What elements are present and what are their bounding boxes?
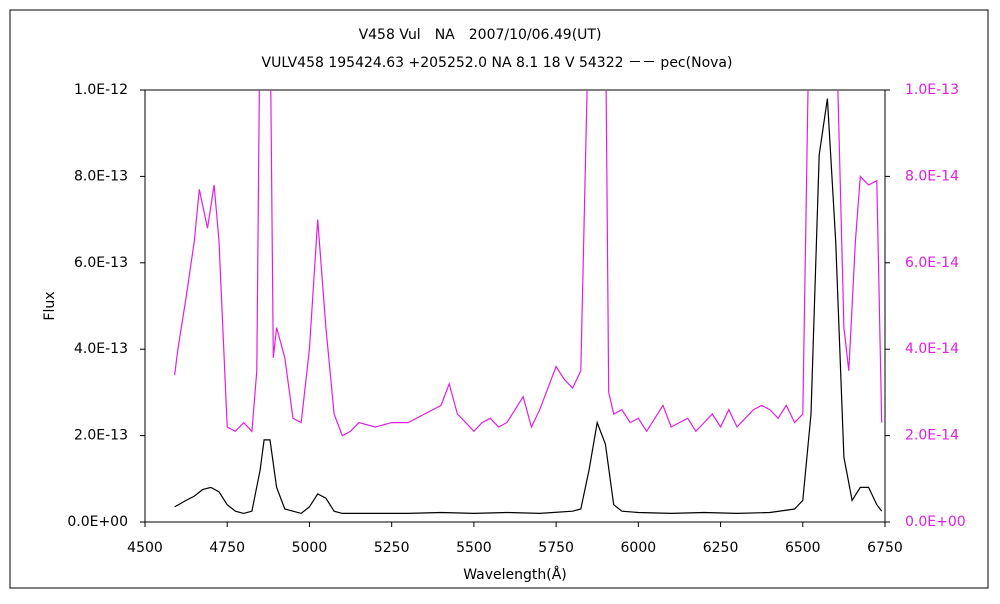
x-tick-label: 5000 <box>292 540 328 556</box>
y2-tick-label: 0.0E+00 <box>905 514 966 530</box>
y-tick-label: 0.0E+00 <box>67 514 128 530</box>
y2-tick-label: 1.0E-13 <box>905 82 959 98</box>
chart-title: V458 Vul NA 2007/10/06.49(UT) <box>359 27 602 43</box>
x-tick-label: 5250 <box>374 540 410 556</box>
x-tick-label: 6000 <box>621 540 657 556</box>
x-tick-label: 6500 <box>785 540 821 556</box>
y2-tick-label: 2.0E-14 <box>905 428 959 444</box>
y2-tick-label: 8.0E-14 <box>905 168 959 184</box>
y-axis-label: Flux <box>42 291 58 320</box>
frame <box>9 9 989 589</box>
y-tick-label: 2.0E-13 <box>74 428 128 444</box>
y2-tick-label: 6.0E-14 <box>905 255 959 271</box>
y2-tick-label: 4.0E-14 <box>905 341 959 357</box>
chart-subtitle: VULV458 195424.63 +205252.0 NA 8.1 18 V … <box>262 55 733 71</box>
lines <box>174 90 883 515</box>
x-tick-label: 4500 <box>127 540 163 556</box>
x-tick-label: 4750 <box>209 540 245 556</box>
x-tick-label: 5750 <box>538 540 574 556</box>
x-tick-label: 5500 <box>456 540 492 556</box>
y-tick-label: 8.0E-13 <box>74 168 128 184</box>
x-tick-label: 6750 <box>867 540 903 556</box>
x-axis-label: Wavelength(Å) <box>463 566 567 583</box>
x-tick-label: 6250 <box>703 540 739 556</box>
y-tick-label: 4.0E-13 <box>74 341 128 357</box>
spectrum-line <box>174 90 883 437</box>
plot-area <box>144 89 886 523</box>
y-tick-label: 1.0E-12 <box>74 82 128 98</box>
y-tick-label: 6.0E-13 <box>74 255 128 271</box>
spectrum-line <box>174 98 883 515</box>
